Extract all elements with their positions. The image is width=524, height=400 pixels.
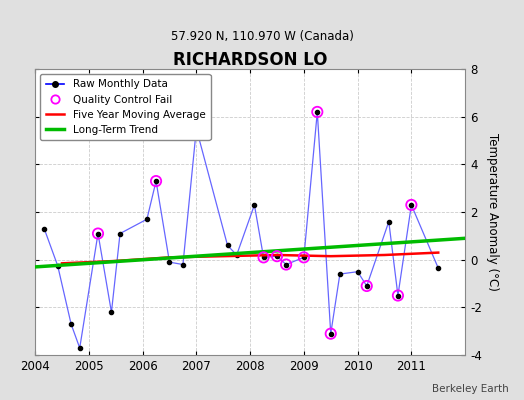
Point: [326, 330, 335, 337]
Point: [94, 230, 102, 237]
Point: [152, 178, 160, 184]
Point: [394, 292, 402, 299]
Point: [407, 202, 416, 208]
Y-axis label: Temperature Anomaly (°C): Temperature Anomaly (°C): [486, 133, 498, 291]
Point: [313, 109, 322, 115]
Text: 57.920 N, 110.970 W (Canada): 57.920 N, 110.970 W (Canada): [171, 30, 353, 43]
Point: [282, 261, 290, 268]
Point: [363, 283, 371, 289]
Point: [259, 254, 268, 260]
Text: Berkeley Earth: Berkeley Earth: [432, 384, 508, 394]
Title: RICHARDSON LO: RICHARDSON LO: [173, 51, 328, 69]
Point: [273, 253, 281, 259]
Legend: Raw Monthly Data, Quality Control Fail, Five Year Moving Average, Long-Term Tren: Raw Monthly Data, Quality Control Fail, …: [40, 74, 211, 140]
Point: [300, 254, 308, 260]
